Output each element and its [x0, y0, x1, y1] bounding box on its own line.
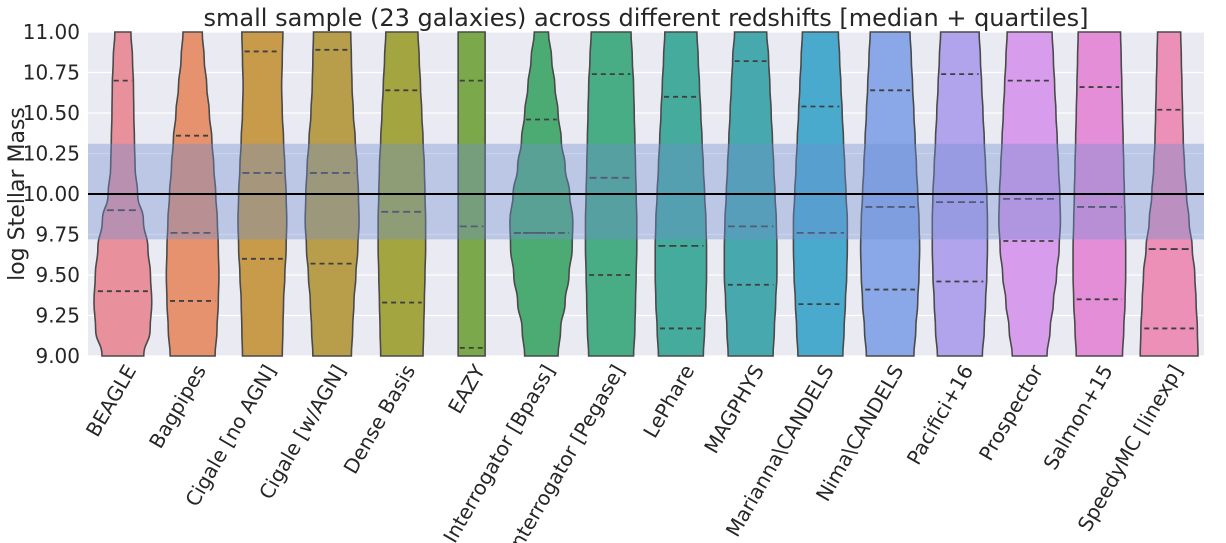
y-axis-label: log Stellar Mass	[5, 107, 30, 281]
y-tick-label: 9.25	[35, 304, 80, 328]
y-tick-label: 11.00	[23, 20, 80, 44]
chart-title: small sample (23 galaxies) across differ…	[204, 4, 1089, 32]
y-tick-label: 9.75	[35, 223, 80, 247]
x-tick-label: BEAGLE	[81, 361, 141, 441]
x-tick-label: Prospector	[974, 360, 1048, 465]
reference-line-layer	[88, 143, 1204, 240]
y-tick-label: 10.50	[23, 101, 80, 125]
reference-band	[88, 143, 1204, 240]
x-tick-label: EAZY	[443, 360, 490, 418]
x-tick-label: Bagpipes	[144, 361, 211, 453]
x-tick-label: MAGPHYS	[699, 361, 769, 458]
y-tick-label: 9.00	[35, 344, 80, 368]
x-tick-label: Pacifici+16	[902, 361, 978, 469]
x-tick-label: Dense Basis	[338, 361, 420, 479]
y-tick-label: 10.75	[23, 61, 80, 85]
y-tick-label: 10.00	[23, 182, 80, 206]
x-tick-label: Salmon+15	[1038, 361, 1117, 474]
y-tick-label: 10.25	[23, 142, 80, 166]
x-tick-label: Interrogator [Pegase]	[502, 361, 629, 543]
y-tick-labels: 9.00 9.25 9.50 9.75 10.00 10.25 10.50 10.75 11.0…	[23, 20, 80, 368]
y-tick-label: 9.50	[35, 263, 80, 287]
x-tick-label: LePhare	[638, 361, 699, 442]
